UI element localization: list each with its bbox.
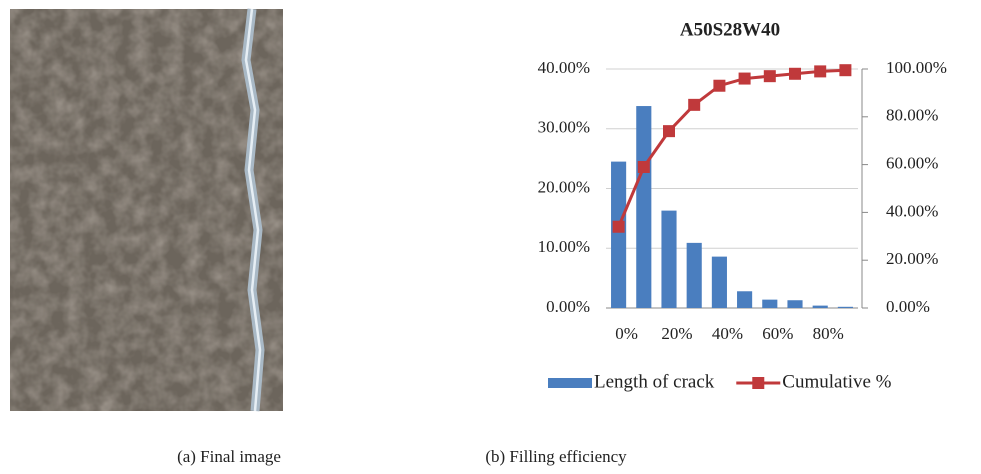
y2-tick-label: 40.00% — [886, 201, 938, 220]
bar — [611, 162, 626, 308]
y-tick-label: 20.00% — [538, 177, 590, 196]
bar — [762, 300, 777, 308]
y-tick-label: 30.00% — [538, 118, 590, 137]
legend-label: Length of crack — [594, 371, 715, 392]
marker — [789, 68, 801, 80]
marker — [638, 161, 650, 173]
legend-swatch — [548, 378, 592, 388]
marker — [839, 64, 851, 76]
y2-tick-label: 0.00% — [886, 297, 930, 316]
x-tick-label: 80% — [813, 324, 844, 343]
marker — [739, 73, 751, 85]
marker — [764, 70, 776, 82]
caption: (b) Filling efficiency — [485, 447, 627, 466]
line — [619, 70, 846, 227]
bar — [661, 211, 676, 308]
micrograph — [10, 9, 469, 411]
marker — [713, 80, 725, 92]
marker — [814, 65, 826, 77]
figure: A50S28W40 0.00%10.00%20.00%30.00%40.00%0… — [0, 0, 981, 469]
chart-title: A50S28W40 — [680, 19, 780, 40]
legend-label: Cumulative % — [782, 371, 891, 392]
bar — [687, 243, 702, 308]
bar — [712, 257, 727, 308]
x-tick-label: 0% — [615, 324, 638, 343]
bar — [838, 307, 853, 308]
x-tick-label: 20% — [661, 324, 692, 343]
x-tick-label: 40% — [712, 324, 743, 343]
marker — [663, 125, 675, 137]
y-tick-label: 0.00% — [546, 297, 590, 316]
marker — [613, 221, 625, 233]
y-tick-label: 40.00% — [538, 58, 590, 77]
plot: 0.00% 10.00% 20.00% 30.00% 40.00% 0.00% 20.00%… — [538, 58, 947, 392]
bar — [787, 300, 802, 308]
y2-tick-label: 60.00% — [886, 154, 938, 173]
caption: (a) Final image — [177, 447, 281, 466]
x-tick-label: 60% — [762, 324, 793, 343]
bar — [813, 306, 828, 308]
bar — [737, 291, 752, 308]
y2-tick-label: 20.00% — [886, 249, 938, 268]
y-tick-label: 10.00% — [538, 237, 590, 256]
bar — [636, 106, 651, 308]
legend-swatch — [752, 377, 764, 389]
marker — [688, 99, 700, 111]
y2-tick-label: 80.00% — [886, 106, 938, 125]
y2-tick-label: 100.00% — [886, 58, 947, 77]
